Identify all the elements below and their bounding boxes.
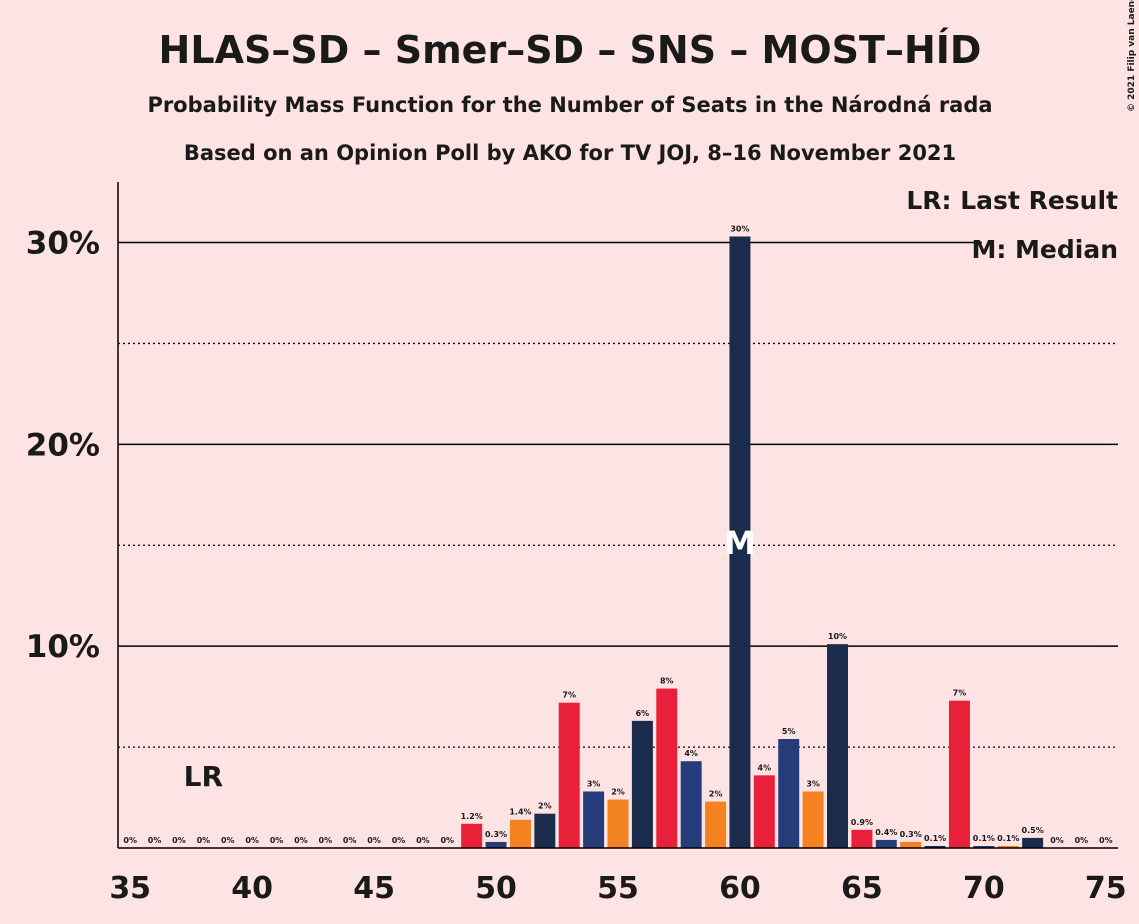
value-label: 2% [611, 788, 625, 797]
x-tick-label: 55 [597, 871, 639, 906]
legend-backdrop [982, 234, 1118, 262]
chart-subtitle: Based on an Opinion Poll by AKO for TV J… [184, 141, 956, 165]
value-label: 0% [343, 836, 357, 845]
bar [948, 700, 970, 848]
bar [778, 739, 800, 848]
bar [802, 791, 824, 848]
value-label: 7% [562, 691, 576, 700]
value-label: 3% [806, 779, 820, 788]
x-tick-label: 60 [719, 871, 761, 906]
value-label: 2% [538, 802, 552, 811]
legend-entry: LR: Last Result [906, 186, 1118, 215]
value-label: 10% [828, 632, 847, 641]
bar [656, 688, 678, 848]
bar [973, 845, 995, 848]
value-label: 2% [709, 790, 723, 799]
value-label: 0% [294, 836, 308, 845]
value-label: 0.3% [485, 830, 507, 839]
value-label: 0.1% [973, 834, 995, 843]
value-label: 0.9% [851, 818, 873, 827]
bar [509, 819, 531, 848]
bar [851, 829, 873, 848]
value-label: 0% [319, 836, 333, 845]
x-tick-label: 40 [231, 871, 273, 906]
bar [461, 823, 483, 848]
y-tick-label: 10% [26, 629, 100, 665]
bar [558, 702, 580, 848]
value-label: 0% [367, 836, 381, 845]
value-label: 1.2% [461, 812, 483, 821]
value-label: 30% [730, 224, 749, 233]
bar [729, 236, 751, 848]
value-label: 4% [684, 749, 698, 758]
chart-title: HLAS–SD – Smer–SD – SNS – MOST–HÍD [159, 28, 982, 72]
value-label: 5% [782, 727, 796, 736]
value-label: 0% [270, 836, 284, 845]
bar [705, 801, 727, 848]
value-label: 0.4% [875, 828, 897, 837]
bar [924, 845, 946, 848]
x-tick-label: 65 [841, 871, 883, 906]
bar [485, 841, 507, 848]
y-tick-label: 30% [26, 226, 100, 262]
value-label: 0% [245, 836, 259, 845]
value-label: 0.1% [997, 834, 1019, 843]
value-label: 0% [392, 836, 406, 845]
value-label: 0% [148, 836, 162, 845]
chart-subtitle: Probability Mass Function for the Number… [147, 93, 992, 117]
value-label: 0% [123, 836, 137, 845]
median-marker: M [724, 524, 756, 562]
x-tick-label: 45 [353, 871, 395, 906]
value-label: 0% [1099, 836, 1113, 845]
bar [680, 761, 702, 848]
value-label: 0.5% [1022, 826, 1044, 835]
x-tick-label: 70 [963, 871, 1005, 906]
value-label: 0% [416, 836, 430, 845]
x-tick-label: 50 [475, 871, 517, 906]
bar [997, 845, 1019, 848]
value-label: 0.3% [900, 830, 922, 839]
bar [827, 644, 848, 848]
value-label: 0% [440, 836, 454, 845]
value-label: 4% [758, 763, 772, 772]
value-label: 6% [636, 709, 650, 718]
x-tick-label: 75 [1085, 871, 1127, 906]
bar [875, 839, 897, 848]
legend-entry: M: Median [971, 235, 1118, 264]
x-tick-label: 35 [109, 871, 151, 906]
value-label: 0% [1075, 836, 1089, 845]
value-label: 3% [587, 779, 601, 788]
last-result-marker: LR [184, 760, 223, 793]
bar [583, 791, 605, 848]
value-label: 0% [1050, 836, 1064, 845]
bar [900, 841, 922, 848]
value-label: 0% [221, 836, 235, 845]
y-tick-label: 20% [26, 427, 100, 463]
bar [534, 813, 556, 848]
value-label: 0% [172, 836, 186, 845]
bar [1022, 837, 1044, 848]
bar [607, 799, 629, 848]
value-label: 8% [660, 677, 674, 686]
bar [631, 720, 653, 848]
value-label: 7% [953, 689, 967, 698]
bar [753, 775, 775, 848]
value-label: 0.1% [924, 834, 946, 843]
value-label: 1.4% [509, 808, 531, 817]
value-label: 0% [197, 836, 211, 845]
copyright: © 2021 Filip van Laenen [1127, 0, 1137, 112]
